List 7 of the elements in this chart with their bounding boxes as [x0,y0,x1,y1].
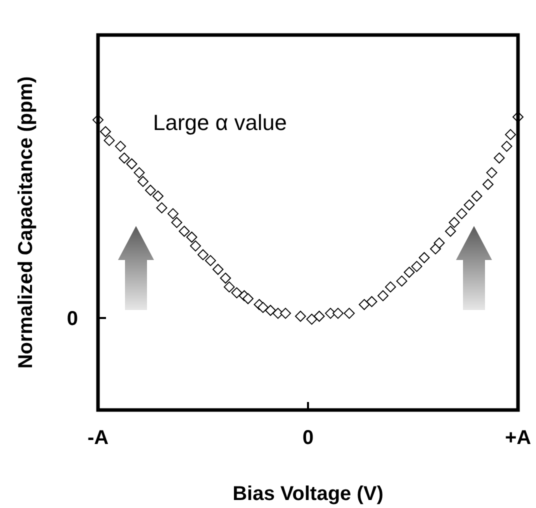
y-axis-title: Normalized Capacitance (ppm) [15,76,37,369]
x-axis-title: Bias Voltage (V) [232,483,384,505]
text: 0 [66,308,78,330]
annotation: Large α value [153,110,287,135]
x-tick-label: +A [504,427,532,449]
x-tick-label: 0 [302,427,314,449]
x-tick-label: -A [87,427,109,449]
